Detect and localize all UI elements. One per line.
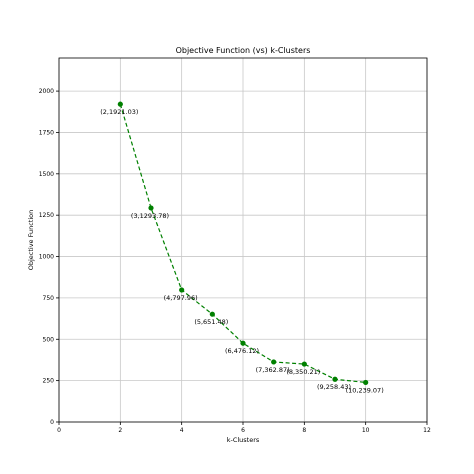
series-line (119, 103, 366, 384)
x-tick-label: 2 (118, 427, 122, 434)
plot-frame (58, 57, 428, 423)
grid (58, 58, 428, 423)
x-tick-label: 6 (241, 427, 245, 434)
data-labels: (2,1921.03) (3,1293.78) (4,797.96) (5,651.4… (100, 108, 383, 394)
data-point (271, 359, 277, 365)
data-point (301, 361, 307, 367)
y-tick-label: 750 (43, 295, 55, 302)
data-point (117, 101, 123, 107)
data-label: (7,362.87) (256, 366, 290, 374)
series-layer (117, 101, 369, 386)
data-label: (9,258.43) (317, 383, 351, 391)
y-tick-label: 0 (50, 419, 54, 426)
data-label: (3,1293.78) (131, 212, 169, 220)
data-label: (10,239.07) (346, 386, 384, 394)
data-point (332, 376, 338, 382)
x-tick-label: 4 (180, 427, 184, 434)
x-tick-label: 8 (302, 427, 306, 434)
y-tick-label: 1750 (39, 129, 54, 136)
chart-title: Objective Function (vs) k-Clusters (176, 46, 311, 55)
data-label: (5,651.48) (194, 318, 228, 326)
y-tick-label: 1000 (39, 254, 54, 261)
data-point (209, 311, 215, 317)
data-label: (8,350.21) (286, 368, 320, 376)
x-tick-label: 12 (423, 427, 431, 434)
data-point (240, 340, 246, 346)
data-point (363, 379, 369, 386)
y-tick-label: 250 (43, 378, 55, 385)
y-tick-label: 1500 (39, 171, 54, 178)
data-point (179, 287, 185, 293)
y-tick-label: 1250 (39, 212, 54, 219)
data-label: (4,797.96) (164, 294, 198, 302)
y-tick-label: 2000 (39, 88, 54, 95)
x-tick-label: 10 (362, 427, 370, 434)
y-tick-label: 500 (43, 336, 55, 343)
data-label: (6,476.12) (225, 347, 259, 355)
data-label: (2,1921.03) (100, 108, 138, 116)
x-tick-label: 0 (57, 427, 61, 434)
data-point (148, 205, 154, 211)
axis-ticks: 0 2 4 6 8 10 12 0 250 500 750 1000 1250 1500 1750 2000 (39, 88, 431, 434)
x-axis-label: k-Clusters (227, 436, 260, 444)
y-axis-label: Objective Function (27, 210, 35, 271)
